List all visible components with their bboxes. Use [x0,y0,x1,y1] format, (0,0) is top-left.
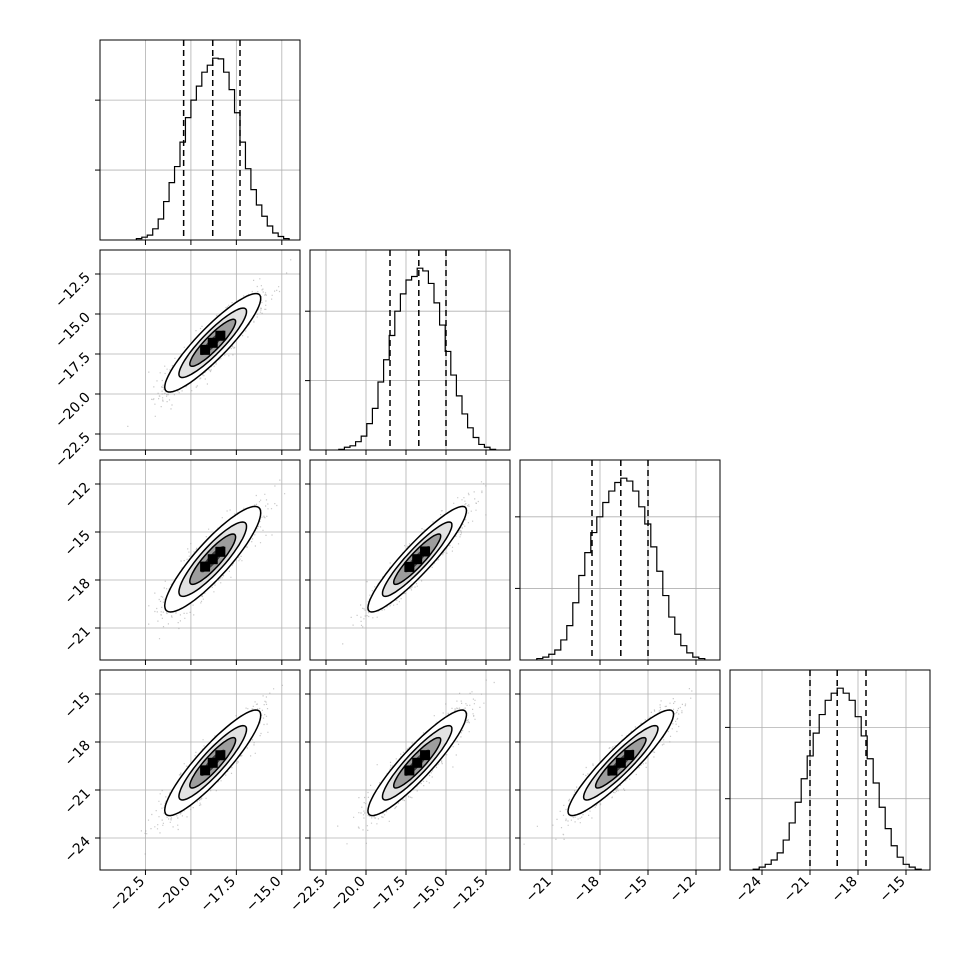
x-tick-label: −21 [523,874,555,906]
panel-frame [729,669,931,871]
density-cell [200,765,211,776]
x-tick-label: −20.0 [152,874,194,916]
hist-panel-3 [515,459,721,665]
density-layer [523,688,693,845]
y-tick-label: −12 [62,480,94,512]
x-tick-label: −15 [877,874,909,906]
density-layer [127,259,292,427]
contour-line [163,505,262,613]
panel-background [100,40,300,240]
y-tick-label: −24 [62,833,94,865]
y-tick-label: −22.5 [52,430,94,472]
contour-line [367,709,468,817]
density-layer [342,481,487,645]
hist-panel-4: −24 −21 −18 −15 [725,669,931,906]
panel-frame [309,459,511,661]
density-cell [615,757,626,768]
contour-line [392,736,442,789]
contour-line [381,521,453,598]
y-tick-label: −21 [62,786,94,818]
panel-frame [99,39,301,241]
panel-background [730,670,930,870]
density-cell [412,554,423,565]
density-cell [215,546,226,557]
density-cell [404,765,415,776]
density-cell [420,546,431,557]
x-tick-label: −18 [829,874,861,906]
contour-line [178,521,248,598]
contour-line [163,709,262,817]
x-tick-label: −12.5 [447,874,489,916]
scatter-panel-4-3: −21 −18 −15 −12 [515,669,721,906]
density-cell [215,750,226,761]
y-tick-label: −21 [62,624,94,656]
panel-frame [519,669,721,871]
contour-line [178,307,248,379]
contour-line [178,724,248,801]
density-cell [207,337,218,348]
y-tick-label: −18 [62,576,94,608]
panel-frame [309,669,511,871]
y-tick-label: −12.5 [52,270,94,312]
density-layer [337,679,495,845]
y-tick-label: −15 [62,528,94,560]
x-tick-label: −22.5 [107,874,149,916]
hist-panel-1 [95,39,301,245]
panel-background [310,250,510,450]
density-cell [200,561,211,572]
panel-frame [519,459,721,661]
scatter-panel-4-2: −22.5−20.0−17.5−15.0−12.5 [287,669,511,916]
contour-line [367,505,468,613]
x-tick-label: −15 [619,874,651,906]
x-tick-label: −22.5 [287,874,329,916]
density-layer [148,479,286,640]
contour-line [189,736,237,789]
scatter-panel-4-1: −22.5 −20.0 −17.5 −15.0 −24 −21 −18 −15 [62,669,301,916]
x-tick-label: −21 [781,874,813,906]
density-cell [404,561,415,572]
density-cell [420,750,431,761]
contour-line [189,318,237,368]
contour-line [582,724,659,801]
density-layer [140,684,283,855]
x-tick-label: −15.0 [407,874,449,916]
density-cell [207,757,218,768]
panel-frame [99,249,301,451]
density-cell [200,344,211,355]
density-cell [624,750,635,761]
histogram-line [338,267,497,450]
density-cell [412,757,423,768]
y-tick-label: −20.0 [52,390,94,432]
x-tick-label: −24 [733,873,765,905]
contour-line [189,533,237,586]
density-cell [215,330,226,341]
y-tick-label: −17.5 [52,350,94,392]
x-tick-label: −20.0 [327,874,369,916]
panel-frame [309,249,511,451]
panel-background [520,460,720,660]
contour-line [381,724,453,801]
hist-panel-2 [305,249,511,455]
x-tick-label: −17.5 [367,874,409,916]
scatter-panel-3-2 [305,459,511,665]
x-tick-label: −17.5 [198,874,240,916]
y-tick-label: −15.0 [52,310,94,352]
x-tick-label: −15.0 [243,874,285,916]
y-tick-label: −18 [62,738,94,770]
contour-line [163,292,262,393]
density-cell [207,554,218,565]
y-tick-label: −15 [62,690,94,722]
scatter-panel-3-1: −21 −18 −15 −12 [62,459,301,665]
panel-frame [99,459,301,661]
panel-frame [99,669,301,871]
x-tick-label: −12 [667,874,699,906]
contour-line [567,709,675,817]
x-tick-label: −18 [571,874,603,906]
density-cell [607,765,618,776]
scatter-panel-2-1: −22.5−20.0−17.5−15.0−12.5 [52,249,301,472]
